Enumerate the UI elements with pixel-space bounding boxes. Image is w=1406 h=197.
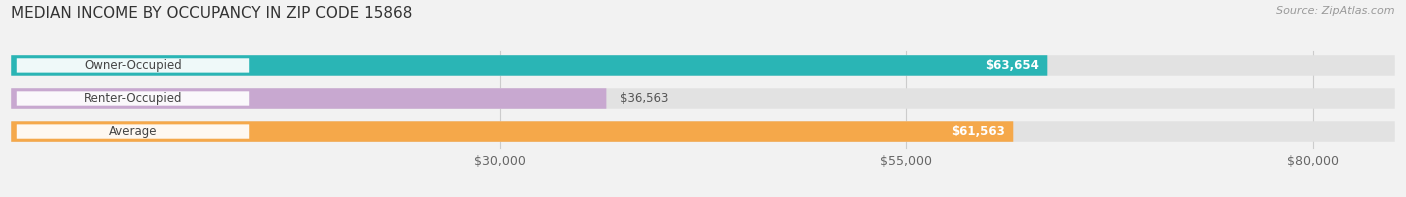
FancyBboxPatch shape [11,121,1395,142]
Text: Average: Average [108,125,157,138]
FancyBboxPatch shape [17,58,249,73]
FancyBboxPatch shape [11,55,1047,76]
Text: Source: ZipAtlas.com: Source: ZipAtlas.com [1277,6,1395,16]
FancyBboxPatch shape [11,88,606,109]
Text: $61,563: $61,563 [952,125,1005,138]
FancyBboxPatch shape [11,121,1014,142]
FancyBboxPatch shape [17,124,249,139]
Text: MEDIAN INCOME BY OCCUPANCY IN ZIP CODE 15868: MEDIAN INCOME BY OCCUPANCY IN ZIP CODE 1… [11,6,412,21]
Text: Owner-Occupied: Owner-Occupied [84,59,181,72]
FancyBboxPatch shape [17,91,249,106]
Text: $36,563: $36,563 [620,92,669,105]
FancyBboxPatch shape [11,88,1395,109]
Text: $63,654: $63,654 [986,59,1039,72]
Text: Renter-Occupied: Renter-Occupied [84,92,183,105]
FancyBboxPatch shape [11,55,1395,76]
